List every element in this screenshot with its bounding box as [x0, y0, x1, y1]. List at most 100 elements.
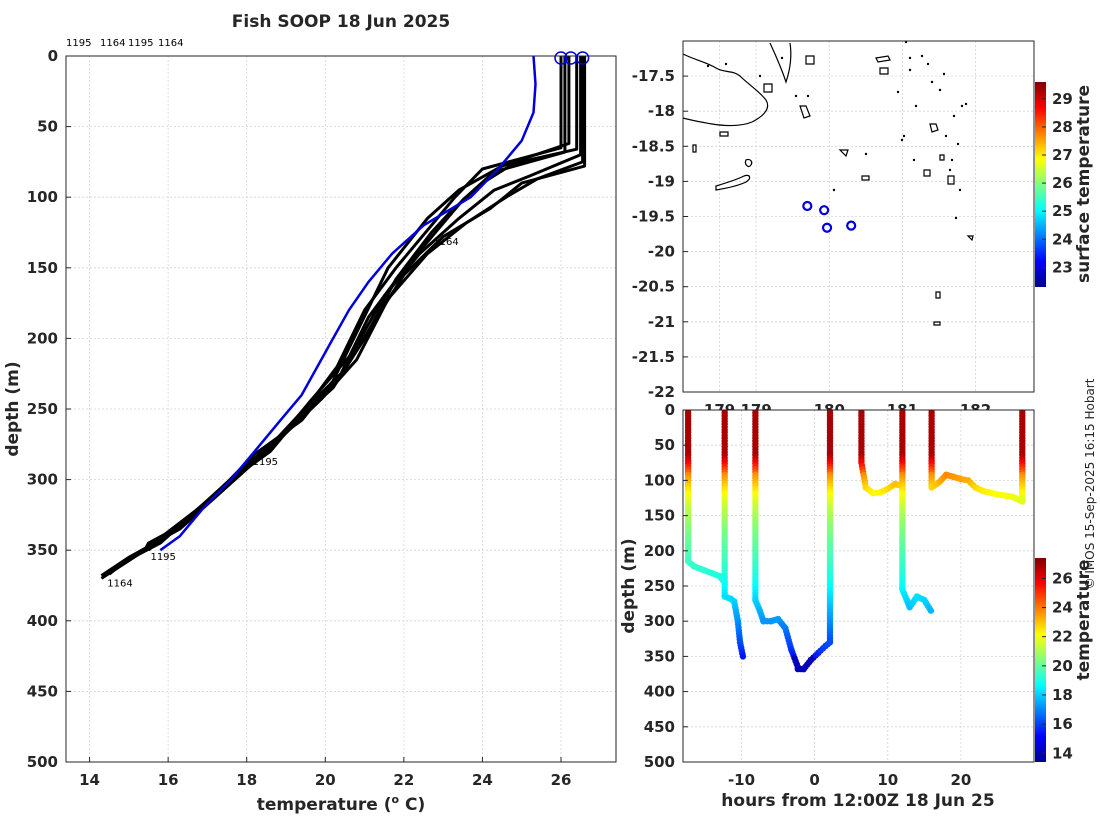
map-lat-label--19.5: -19.5: [632, 208, 675, 226]
profile-x-axis-label: temperature (o C): [257, 793, 426, 815]
station-marker-1: [802, 200, 813, 212]
temp-cbar-label-14: 14: [1052, 744, 1073, 762]
map-lat-label--22: -22: [648, 383, 675, 401]
profile-ticks: 14 16 18 20 22 24 26 0 50 100 150 200 250 300 350 400 45…: [27, 47, 572, 789]
surface-colorbar-ticks: 23 24 25 26 27 28 29: [1042, 90, 1073, 276]
section-x-label-0: 0: [809, 771, 819, 789]
map-lat-label--17.5: -17.5: [632, 67, 675, 85]
cast-6-track-point: [927, 607, 935, 614]
y-tick-label-150: 150: [27, 259, 58, 277]
map-lat-label--18: -18: [648, 102, 675, 120]
map-lat-label--20.5: -20.5: [632, 278, 675, 296]
temperature-colorbar: [1035, 558, 1046, 762]
cast-4-track-point: [826, 639, 834, 646]
cast-2-track-point: [739, 653, 747, 660]
surface-marker-3: [575, 51, 590, 65]
temp-cbar-label-26: 26: [1052, 569, 1073, 587]
section-x-label--10: -10: [728, 771, 755, 789]
x-tick-label-24: 24: [472, 771, 493, 789]
top-label-3: 1195: [128, 38, 153, 49]
temperature-colorbar-label: temperature: [1074, 559, 1094, 680]
map-panel: -17.5 -18 -18.5 -19 -19.5 -20 -20.5 -21 -21.5 -22…: [632, 40, 1094, 419]
y-tick-label-450: 450: [27, 682, 58, 700]
credit-text: © IMOS 15-Sep-2025 16:15 Hobart: [1083, 378, 1097, 589]
climatology-line: [159, 56, 537, 552]
cast-8-point: [1019, 496, 1026, 504]
map-lat-label--19: -19: [648, 172, 675, 190]
y-tick-label-200: 200: [27, 329, 58, 347]
depth-label-1: 1164: [433, 237, 458, 248]
temp-cbar-label-16: 16: [1052, 715, 1073, 733]
surface-cbar-label-23: 23: [1052, 258, 1073, 276]
x-tick-label-22: 22: [393, 771, 414, 789]
section-y-label-450: 450: [644, 718, 675, 736]
profile-annotations: 1164 1195 1195 1164: [107, 51, 590, 590]
y-tick-label-400: 400: [27, 612, 58, 630]
x-tick-label-14: 14: [79, 771, 100, 789]
section-y-label-500: 500: [644, 753, 675, 771]
section-y-axis-label: depth (m): [619, 538, 639, 633]
y-tick-label-50: 50: [37, 118, 58, 136]
section-y-label-200: 200: [644, 542, 675, 560]
y-tick-label-300: 300: [27, 471, 58, 489]
map-lat-label--18.5: -18.5: [632, 137, 675, 155]
section-y-label-100: 100: [644, 471, 675, 489]
map-lat-label--21: -21: [648, 313, 675, 331]
y-tick-label-500: 500: [27, 753, 58, 771]
section-y-label-50: 50: [654, 436, 675, 454]
section-casts: [684, 410, 1026, 673]
temp-cbar-label-22: 22: [1052, 628, 1073, 646]
map-stations: [802, 200, 857, 233]
section-panel: 0 50 100 150 200 250 300 350 400 450 500 -10 0 10 20 h…: [619, 401, 1094, 811]
chart-title: Fish SOOP 18 Jun 2025: [232, 12, 450, 32]
surface-cbar-label-27: 27: [1052, 146, 1073, 164]
station-marker-3: [821, 222, 833, 233]
profile-grid: [66, 55, 616, 763]
surface-temperature-colorbar: [1035, 82, 1046, 287]
map-lat-label--20: -20: [648, 243, 675, 261]
section-y-label-0: 0: [665, 401, 675, 419]
map-grid: [683, 41, 1034, 393]
map-coastline: [683, 42, 974, 326]
profile-plot-area: [66, 56, 616, 762]
map-small-islands: [706, 40, 968, 220]
surface-marker-1: [554, 51, 568, 65]
section-ticks: 0 50 100 150 200 250 300 350 400 450 500 -10 0 10 20: [644, 401, 972, 789]
profile-y-axis-label: depth (m): [3, 361, 23, 456]
y-tick-label-350: 350: [27, 541, 58, 559]
section-y-label-350: 350: [644, 647, 675, 665]
depth-label-4: 1164: [107, 579, 132, 590]
profile-lines: [100, 56, 587, 580]
profile-line-2: [100, 56, 567, 577]
temp-cbar-label-18: 18: [1052, 686, 1073, 704]
depth-label-2: 1195: [253, 457, 278, 468]
map-lat-label--21.5: -21.5: [632, 348, 675, 366]
top-label-1: 1195: [66, 38, 91, 49]
x-tick-label-16: 16: [158, 771, 179, 789]
section-x-label-20: 20: [950, 771, 971, 789]
x-tick-label-26: 26: [551, 771, 572, 789]
temp-cbar-label-20: 20: [1052, 657, 1073, 675]
surface-cbar-label-25: 25: [1052, 202, 1073, 220]
section-y-label-250: 250: [644, 577, 675, 595]
temp-cbar-label-24: 24: [1052, 599, 1073, 617]
depth-label-3: 1195: [150, 552, 175, 563]
surface-cbar-label-28: 28: [1052, 118, 1073, 136]
temperature-colorbar-ticks: 14 16 18 20 22 24 26: [1042, 569, 1073, 762]
y-tick-label-100: 100: [27, 188, 58, 206]
surface-colorbar-label: surface temperature: [1074, 85, 1094, 283]
y-tick-label-250: 250: [27, 400, 58, 418]
profile-top-labels: 1195 1164 1195 1164: [66, 38, 183, 49]
top-label-2: 1164: [100, 38, 125, 49]
x-tick-label-18: 18: [236, 771, 257, 789]
station-marker-4: [846, 220, 857, 231]
section-x-label-10: 10: [877, 771, 898, 789]
x-tick-label-20: 20: [315, 771, 336, 789]
section-x-axis-label: hours from 12:00Z 18 Jun 25: [721, 791, 994, 811]
station-marker-2: [819, 205, 830, 216]
surface-cbar-label-26: 26: [1052, 174, 1073, 192]
section-y-label-150: 150: [644, 507, 675, 525]
surface-cbar-label-24: 24: [1052, 230, 1073, 248]
